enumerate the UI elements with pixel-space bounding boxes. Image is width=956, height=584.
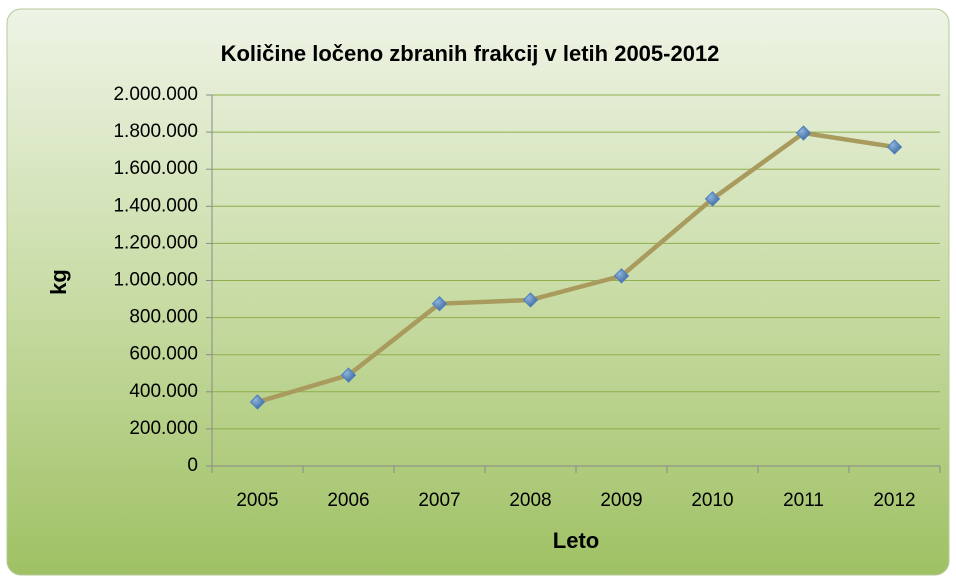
x-tick-label: 2005: [236, 490, 278, 511]
y-tick-label: 1.400.000: [113, 195, 198, 216]
data-marker: [431, 295, 448, 312]
chart-background: [6, 8, 950, 576]
y-tick-label: 600.000: [129, 344, 198, 365]
x-tick-label: 2010: [691, 490, 733, 511]
y-tick-label: 1.000.000: [113, 270, 198, 291]
y-tick-label: 1.200.000: [113, 232, 198, 253]
data-marker: [613, 268, 630, 284]
data-marker: [340, 367, 357, 383]
x-tick-label: 2007: [418, 490, 460, 511]
y-tick-label: 1.800.000: [113, 121, 198, 142]
data-marker: [704, 191, 721, 207]
y-tick-label: 2.000.000: [113, 84, 198, 105]
data-marker: [886, 139, 903, 155]
y-tick-label: 800.000: [129, 307, 198, 328]
x-tick-label: 2012: [873, 490, 915, 511]
y-tick-label: 1.600.000: [113, 158, 198, 179]
data-marker: [522, 292, 539, 308]
x-tick-label: 2009: [600, 490, 642, 511]
data-marker: [249, 394, 266, 410]
x-tick-label: 2008: [509, 490, 551, 511]
data-marker: [795, 125, 812, 141]
x-tick-label: 2011: [783, 490, 824, 511]
y-tick-label: 0: [187, 455, 198, 476]
y-axis-label: kg: [46, 269, 71, 295]
y-tick-label: 200.000: [129, 418, 198, 439]
chart-title: Količine ločeno zbranih frakcij v letih …: [221, 41, 720, 66]
data-line: [256, 130, 895, 405]
x-tick-label: 2006: [327, 490, 369, 511]
x-axis-label: Leto: [553, 528, 599, 553]
y-tick-label: 400.000: [129, 381, 198, 402]
